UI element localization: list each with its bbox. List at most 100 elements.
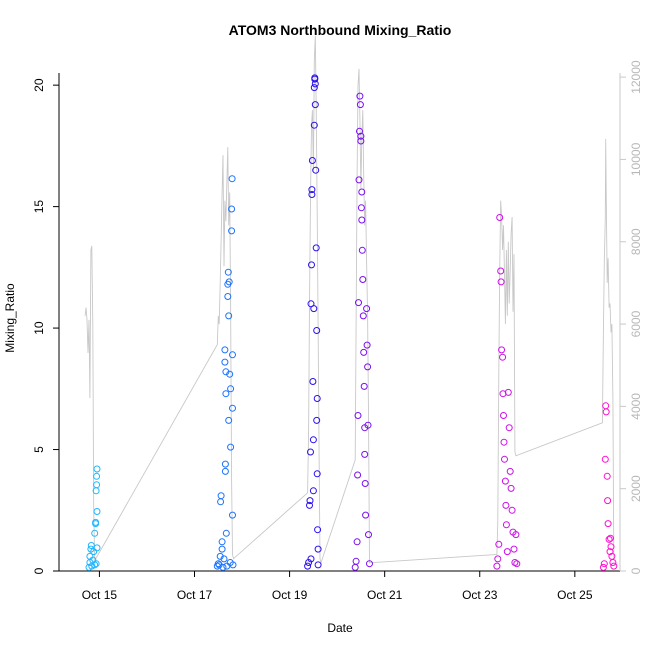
plot-frame-left: [58, 73, 620, 572]
data-point: [217, 492, 225, 500]
data-point: [361, 450, 369, 458]
data-point: [93, 472, 101, 480]
data-point: [218, 538, 226, 546]
data-point: [503, 548, 511, 556]
y2-tick-label: 10000: [629, 142, 643, 176]
data-point: [500, 412, 507, 419]
data-point: [361, 480, 369, 487]
data-point: [306, 501, 313, 509]
y2-tick-label: 2000: [629, 475, 643, 502]
data-point: [358, 216, 366, 224]
data-point: [228, 205, 236, 213]
y-tick-label: 15: [32, 200, 46, 214]
data-point: [600, 560, 608, 568]
data-point: [610, 562, 618, 570]
data-point: [502, 521, 510, 529]
data-point: [214, 560, 222, 568]
data-point: [356, 127, 363, 135]
y2-tick-label: 0: [629, 567, 643, 574]
data-point: [93, 508, 101, 515]
data-point: [352, 557, 360, 565]
data-point: [221, 358, 229, 366]
series-3: [304, 74, 322, 570]
data-point: [312, 244, 320, 252]
data-point: [498, 346, 506, 354]
x-tick-label: Oct 21: [367, 588, 403, 602]
series-6: [599, 402, 618, 571]
data-point: [222, 529, 230, 537]
data-point: [609, 559, 617, 566]
data-point: [224, 268, 232, 276]
data-point: [217, 498, 225, 506]
data-point: [91, 561, 99, 569]
data-point: [313, 416, 321, 424]
data-point: [354, 471, 362, 479]
data-point: [603, 472, 611, 480]
data-point: [501, 455, 508, 463]
data-point: [225, 312, 233, 320]
data-point: [306, 497, 314, 505]
y2-tick-label: 4000: [629, 393, 643, 420]
data-point: [354, 412, 362, 419]
data-point: [351, 563, 359, 571]
data-point: [364, 421, 372, 429]
data-point: [359, 312, 367, 320]
series-1: [85, 465, 101, 571]
data-point: [497, 267, 505, 275]
data-point: [229, 404, 236, 412]
data-point: [504, 388, 512, 396]
data-point: [366, 560, 373, 568]
data-point: [353, 538, 361, 546]
data-point: [355, 299, 362, 307]
data-point: [92, 518, 100, 526]
data-point: [357, 132, 365, 140]
data-point: [507, 484, 515, 492]
y-tick-label: 20: [32, 78, 46, 92]
data-point: [604, 520, 612, 528]
data-point: [510, 545, 518, 553]
secondary-series-line: [84, 35, 615, 565]
data-point: [501, 477, 509, 485]
y-tick-label: 5: [32, 446, 46, 453]
data-point: [310, 305, 318, 313]
data-point: [363, 305, 371, 313]
data-point: [218, 545, 226, 553]
data-point: [602, 402, 610, 410]
y-tick-label: 0: [32, 567, 46, 574]
data-point: [357, 137, 365, 145]
data-point: [500, 438, 508, 446]
data-point: [505, 424, 513, 432]
data-point: [607, 534, 614, 542]
x-tick-label: Oct 25: [557, 588, 593, 602]
data-point: [222, 390, 230, 398]
y-tick-label: 10: [32, 321, 46, 335]
data-point: [308, 191, 316, 198]
data-point: [221, 460, 229, 468]
data-point: [363, 341, 371, 349]
data-point: [93, 544, 101, 552]
data-point: [312, 166, 320, 174]
y-axis: 0 5 10 15 20: [32, 78, 59, 574]
data-point: [304, 562, 312, 570]
data-point: [495, 540, 503, 548]
data-point: [91, 529, 99, 537]
data-point: [607, 543, 615, 551]
data-point: [221, 346, 229, 354]
data-point: [307, 555, 315, 563]
data-point: [356, 92, 364, 100]
data-point: [599, 563, 607, 571]
data-point: [227, 385, 235, 393]
y-axis-title: Mixing_Ratio: [3, 283, 17, 353]
data-point: [364, 363, 372, 371]
points-layer: [85, 74, 618, 571]
data-point: [229, 561, 237, 569]
data-point: [229, 511, 236, 519]
chart-title: ATOM3 Northbound Mixing_Ratio: [229, 22, 452, 38]
data-point: [225, 416, 233, 424]
data-point: [308, 261, 315, 269]
data-point: [309, 436, 317, 444]
y2-axis: 0 2000 4000 6000 8000 10000 12000: [620, 60, 643, 574]
data-point: [508, 506, 516, 514]
data-point: [497, 278, 505, 286]
